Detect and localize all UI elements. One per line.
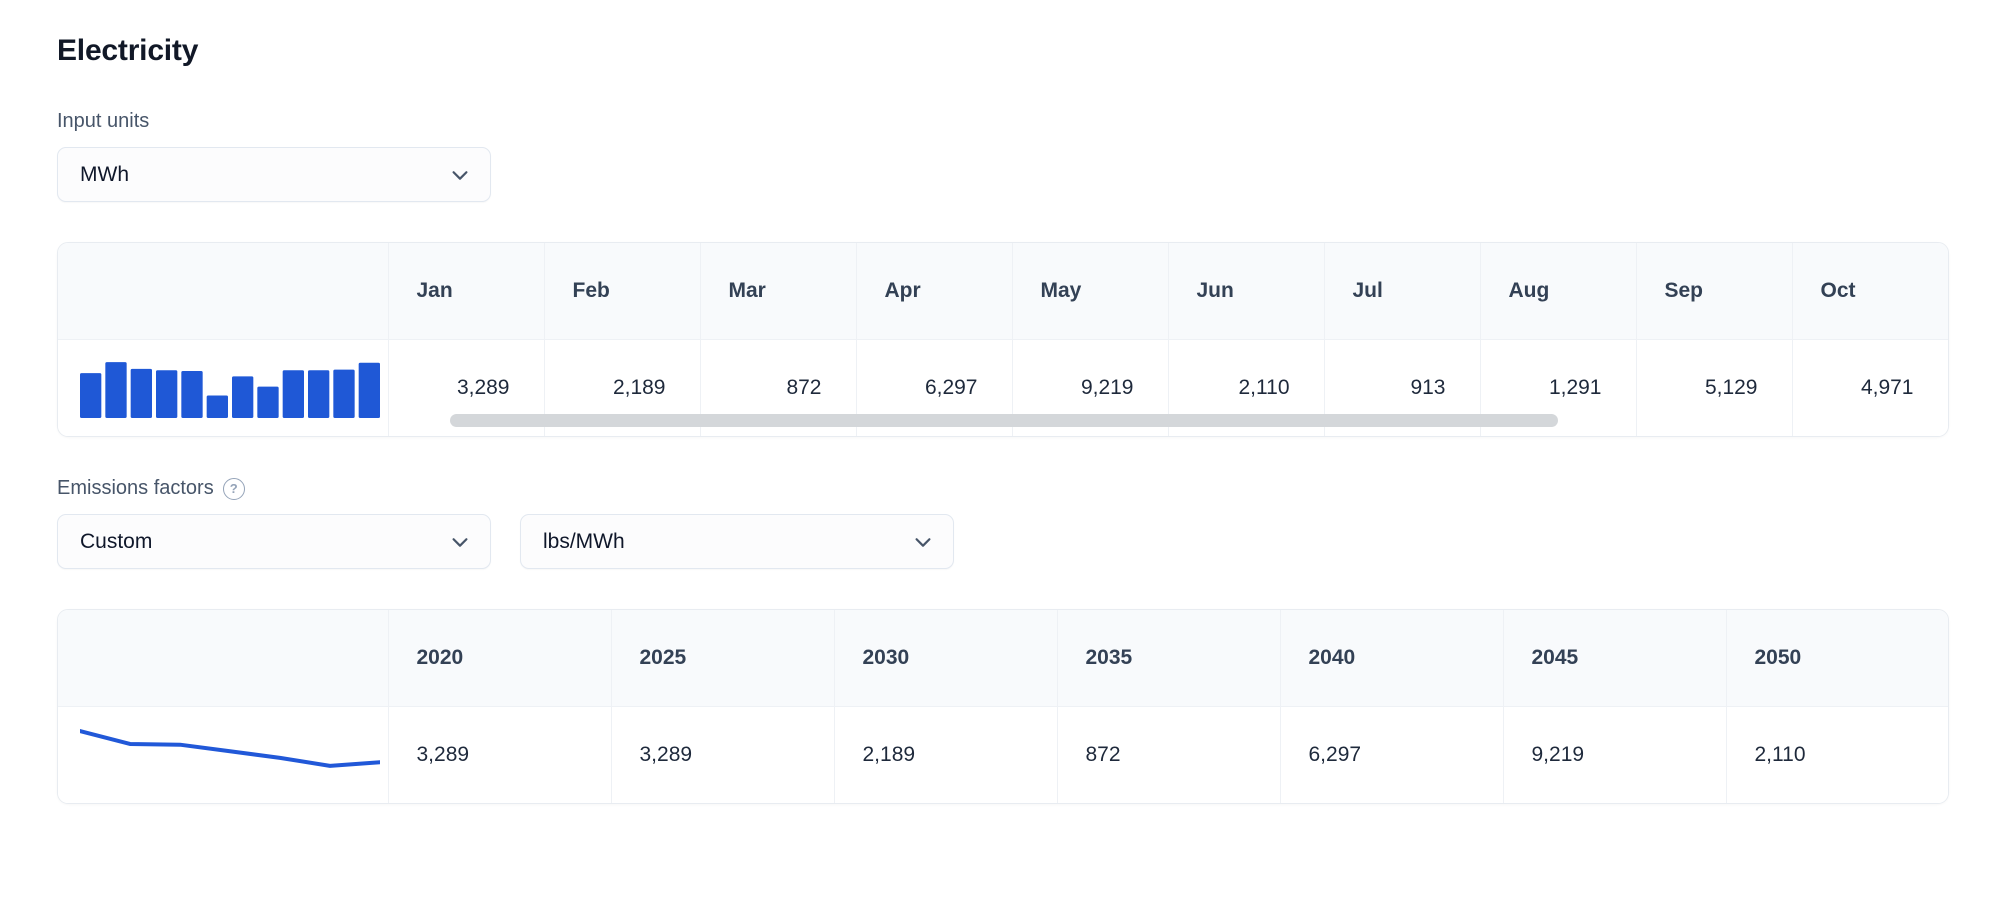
yearly-line-sparkline xyxy=(58,706,389,803)
yearly-header-cell: 2050 xyxy=(1726,610,1948,707)
page-title: Electricity xyxy=(57,34,199,67)
emissions-factor-source-select[interactable]: Custom xyxy=(57,514,491,569)
yearly-table-card: 2020 2025 2030 2035 2040 2045 2050 3,289… xyxy=(57,609,1949,804)
horizontal-scrollbar[interactable] xyxy=(450,414,1558,427)
chevron-down-icon xyxy=(912,531,934,553)
yearly-header-cell: 2025 xyxy=(611,610,835,707)
yearly-table-header-row: 2020 2025 2030 2035 2040 2045 2050 xyxy=(58,610,1948,707)
monthly-sparkline-header xyxy=(58,243,389,340)
bar-chart xyxy=(80,358,388,418)
emissions-factors-label-text: Emissions factors xyxy=(57,477,214,499)
monthly-header-cell: Oct xyxy=(1792,243,1948,340)
monthly-header-cell: Jan xyxy=(388,243,545,340)
monthly-header-cell: Aug xyxy=(1480,243,1637,340)
yearly-header-cell: 2020 xyxy=(388,610,612,707)
yearly-header-cell: 2045 xyxy=(1503,610,1727,707)
yearly-header-cell: 2040 xyxy=(1280,610,1504,707)
chevron-down-icon xyxy=(449,531,471,553)
yearly-sparkline-header xyxy=(58,610,389,707)
yearly-header-cell: 2030 xyxy=(834,610,1058,707)
input-units-label-text: Input units xyxy=(57,110,150,132)
monthly-table-card: Jan Feb Mar Apr May Jun Jul Aug Sep Oct xyxy=(57,242,1949,437)
yearly-value-cell[interactable]: 3,289 xyxy=(611,706,835,803)
emissions-factor-unit-value: lbs/MWh xyxy=(543,529,625,553)
yearly-value-cell[interactable]: 9,219 xyxy=(1503,706,1727,803)
yearly-value-cell[interactable]: 3,289 xyxy=(388,706,612,803)
yearly-value-cell[interactable]: 872 xyxy=(1057,706,1281,803)
monthly-header-cell: Apr xyxy=(856,243,1013,340)
monthly-header-cell: Sep xyxy=(1636,243,1793,340)
monthly-table-header-row: Jan Feb Mar Apr May Jun Jul Aug Sep Oct xyxy=(58,243,1948,340)
yearly-header-cell: 2035 xyxy=(1057,610,1281,707)
help-circle-icon[interactable]: ? xyxy=(222,477,245,500)
monthly-header-cell: Feb xyxy=(544,243,701,340)
monthly-bar-sparkline xyxy=(58,339,389,436)
monthly-value-cell[interactable]: 4,971 xyxy=(1792,339,1948,436)
emissions-factors-row: Custom lbs/MWh xyxy=(57,514,2000,569)
emissions-factor-source-value: Custom xyxy=(80,529,153,553)
monthly-header-cell: Mar xyxy=(700,243,857,340)
emissions-factors-label: Emissions factors ? xyxy=(57,477,2000,500)
electricity-page: Electricity Input units MWh Jan Feb Mar xyxy=(57,34,2000,804)
input-units-value: MWh xyxy=(80,162,129,186)
input-units-select[interactable]: MWh xyxy=(57,147,491,202)
emissions-factor-unit-select[interactable]: lbs/MWh xyxy=(520,514,954,569)
line-chart xyxy=(80,725,388,785)
table-row: 3,289 3,289 2,189 872 6,297 9,219 2,110 xyxy=(58,706,1948,803)
monthly-value-cell[interactable]: 5,129 xyxy=(1636,339,1793,436)
monthly-header-cell: May xyxy=(1012,243,1169,340)
monthly-header-cell: Jun xyxy=(1168,243,1325,340)
yearly-value-cell[interactable]: 2,110 xyxy=(1726,706,1948,803)
chevron-down-icon xyxy=(449,164,471,186)
yearly-value-cell[interactable]: 2,189 xyxy=(834,706,1058,803)
input-units-label: Input units xyxy=(57,110,2000,133)
monthly-table: Jan Feb Mar Apr May Jun Jul Aug Sep Oct xyxy=(58,243,1948,436)
yearly-table: 2020 2025 2030 2035 2040 2045 2050 3,289… xyxy=(58,610,1948,803)
yearly-value-cell[interactable]: 6,297 xyxy=(1280,706,1504,803)
monthly-header-cell: Jul xyxy=(1324,243,1481,340)
input-units-row: MWh xyxy=(57,147,2000,202)
